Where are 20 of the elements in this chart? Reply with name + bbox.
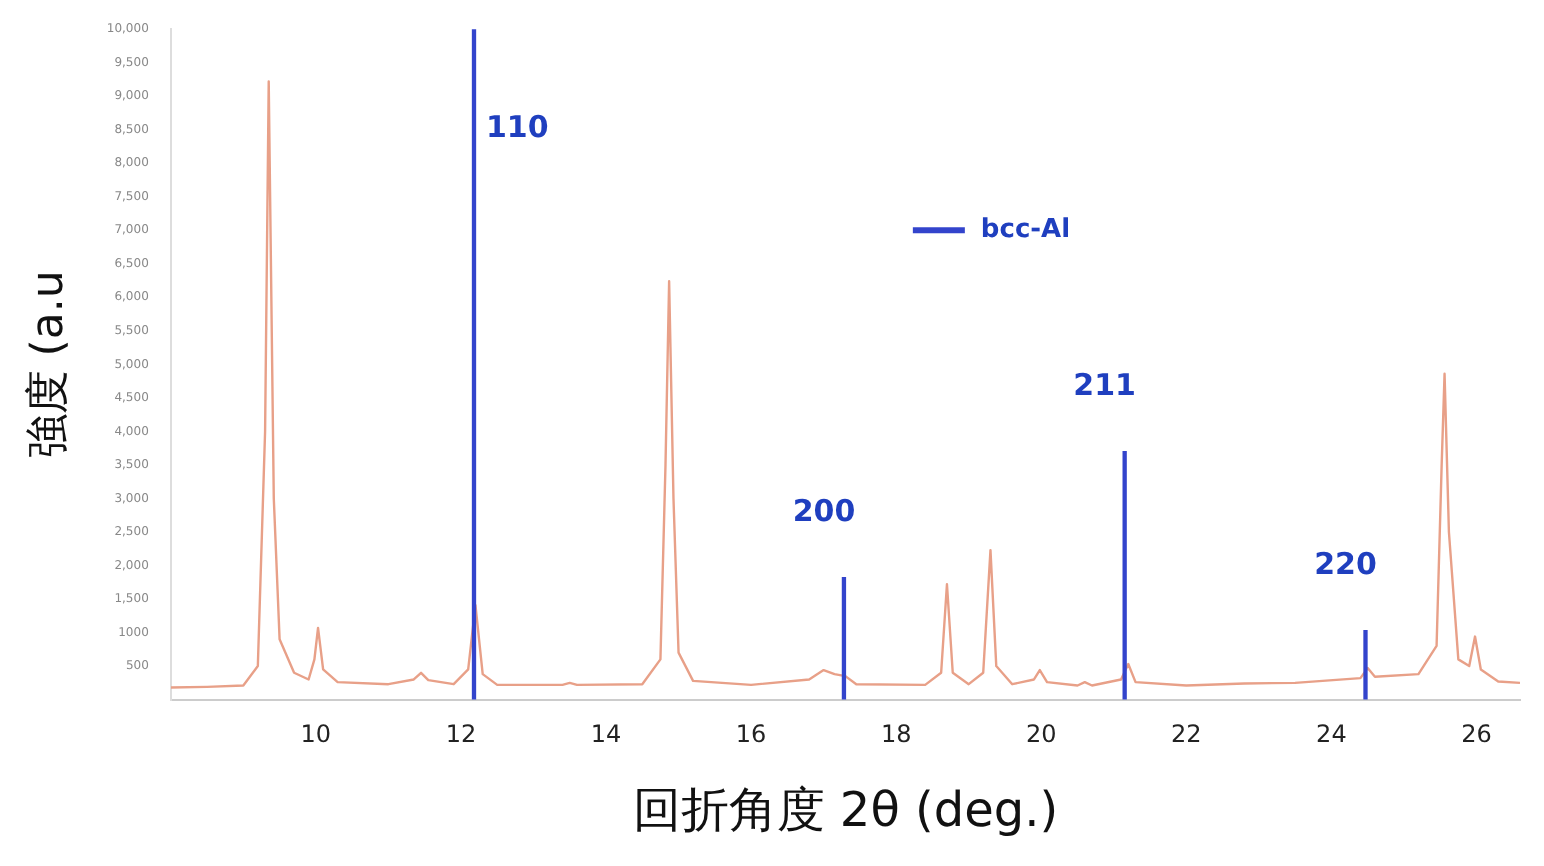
x-tick-label: 20 — [1025, 720, 1057, 749]
x-tick-label: 26 — [1461, 720, 1492, 749]
x-axis-title: 回折角度 2θ (deg.) — [632, 781, 1059, 838]
legend-label: bcc-Al — [980, 215, 1071, 246]
x-tick-label: 14 — [590, 720, 622, 749]
bar — [1122, 450, 1127, 700]
annotation: 211 — [1073, 367, 1136, 404]
x-tick-label: 24 — [1316, 720, 1347, 749]
annotation: 200 — [792, 493, 856, 530]
x-tick-label: 22 — [1171, 720, 1202, 749]
annotation: 110 — [486, 108, 549, 145]
annotation: 220 — [1314, 546, 1377, 583]
bar — [841, 576, 847, 700]
x-tick-label: 18 — [880, 720, 912, 749]
x-tick-label: 12 — [445, 720, 477, 749]
bar — [1363, 629, 1368, 700]
x-tick-label: 16 — [735, 720, 767, 749]
bar — [471, 29, 477, 700]
y-axis-title: 強度 (a.u — [23, 270, 74, 459]
x-tick-label: 10 — [300, 720, 332, 749]
